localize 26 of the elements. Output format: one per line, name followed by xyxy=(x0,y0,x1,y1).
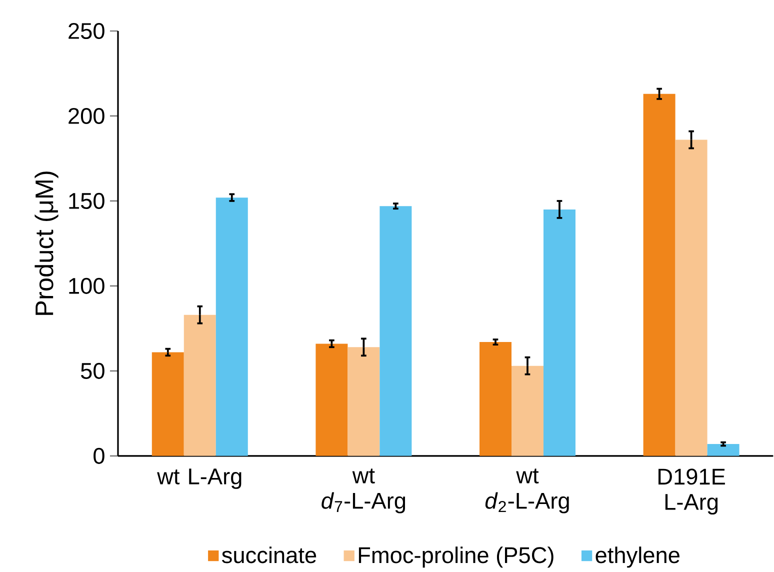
legend-label: ethylene xyxy=(596,546,680,568)
bar xyxy=(380,206,412,456)
bar xyxy=(512,366,544,456)
x-tick-label: wt d$_{7}$-L-Arg xyxy=(322,468,406,514)
bar xyxy=(643,94,676,456)
bar xyxy=(480,342,512,456)
y-tick-label: 50 xyxy=(80,362,104,380)
bar xyxy=(348,347,380,456)
bar xyxy=(216,198,248,456)
x-tick-label: wt d$_{2}$-L-Arg xyxy=(485,468,569,514)
bar xyxy=(707,444,740,456)
bar xyxy=(184,314,216,456)
y-tick-label: 0 xyxy=(94,448,104,464)
bar xyxy=(543,210,576,456)
y-tick-label: 100 xyxy=(69,278,104,294)
y-axis-title: Product (μM) xyxy=(34,172,58,315)
y-tick-label: 200 xyxy=(68,108,104,124)
x-tick-label: D191E L-Arg xyxy=(658,468,725,515)
x-tick-label: wt L-Arg xyxy=(157,468,242,489)
bar xyxy=(316,344,348,456)
y-tick-label: 250 xyxy=(68,23,104,40)
bar xyxy=(152,352,184,456)
y-tick-label: 150 xyxy=(69,192,104,210)
legend-label: succinate xyxy=(222,546,316,564)
bar xyxy=(675,140,708,456)
legend-label: Fmoc-proline (P5C) xyxy=(358,546,554,568)
